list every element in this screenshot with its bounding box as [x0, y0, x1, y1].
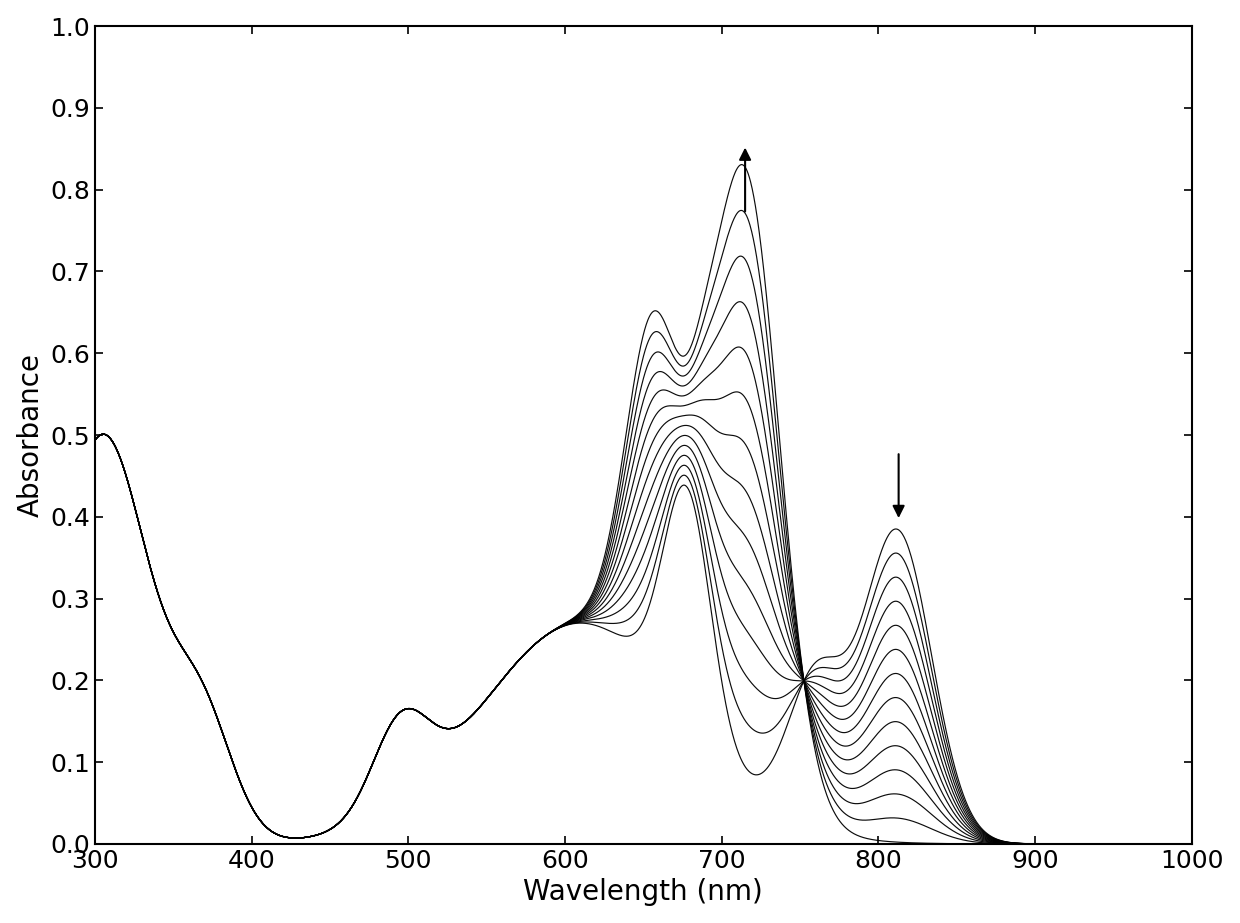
- X-axis label: Wavelength (nm): Wavelength (nm): [523, 879, 763, 906]
- Y-axis label: Absorbance: Absorbance: [16, 353, 45, 517]
